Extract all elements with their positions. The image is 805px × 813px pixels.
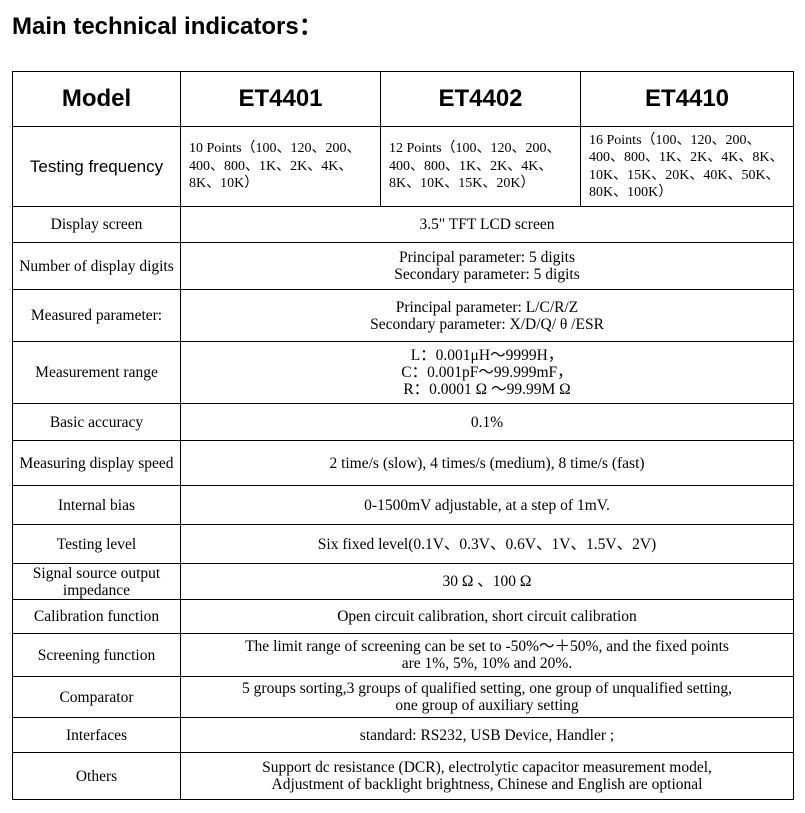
spec-value-line: Support dc resistance (DCR), electrolyti…	[262, 759, 712, 776]
spec-label: Number of display digits	[12, 242, 181, 290]
spec-row: Signal source output impedance 30 Ω 、100 …	[12, 563, 794, 600]
header-row: Model ET4401 ET4402 ET4410	[12, 71, 794, 127]
spec-label: Others	[12, 752, 181, 800]
spec-value: Open circuit calibration, short circuit …	[180, 599, 794, 634]
spec-label: Display screen	[12, 206, 181, 243]
spec-label: Testing level	[12, 524, 181, 564]
spec-value-line: 3.5" TFT LCD screen	[419, 216, 555, 233]
spec-label: Signal source output impedance	[12, 563, 181, 600]
spec-value-line: L：0.001μH～9999H，	[410, 347, 564, 364]
spec-value-line: C：0.001pF～99.999mF，	[401, 364, 573, 381]
spec-table: Model ET4401 ET4402 ET4410 Testing frequ…	[12, 71, 794, 800]
spec-value: 30 Ω 、100 Ω	[180, 563, 794, 600]
spec-value: 2 time/s (slow), 4 times/s (medium), 8 t…	[180, 440, 794, 486]
spec-value-line: 2 time/s (slow), 4 times/s (medium), 8 t…	[329, 454, 645, 472]
spec-value: Six fixed level(0.1V、0.3V、0.6V、1V、1.5V、2…	[180, 524, 794, 564]
spec-value-line: Adjustment of backlight brightness, Chin…	[271, 776, 703, 793]
spec-row: Interfaces standard: RS232, USB Device, H…	[12, 717, 794, 753]
spec-value-line: are 1%, 5%, 10% and 20%.	[401, 655, 573, 672]
spec-row: Measuring display speed 2 time/s (slow), …	[12, 440, 794, 486]
spec-label: Internal bias	[12, 485, 181, 525]
spec-value: 3.5" TFT LCD screen	[180, 206, 794, 243]
frequency-label: Testing frequency	[12, 126, 181, 207]
page-title: Main technical indicators：	[12, 13, 323, 40]
spec-value: The limit range of screening can be set …	[180, 633, 794, 677]
spec-row: Others Support dc resistance (DCR), elect…	[12, 752, 794, 800]
spec-label: Interfaces	[12, 717, 181, 753]
model-et4402: ET4402	[380, 71, 581, 127]
spec-label: Calibration function	[12, 599, 181, 634]
spec-value: Principal parameter: 5 digits Secondary p…	[180, 242, 794, 290]
spec-label: Measuring display speed	[12, 440, 181, 486]
frequency-row: Testing frequency 10 Points（100、120、200、…	[12, 126, 794, 207]
model-et4410: ET4410	[580, 71, 794, 127]
spec-value: standard: RS232, USB Device, Handler ;	[180, 717, 794, 753]
spec-row: Screening function The limit range of scr…	[12, 633, 794, 677]
spec-row: Measured parameter: Principal parameter: …	[12, 289, 794, 342]
spec-value-line: Secondary parameter: X/D/Q/ θ /ESR	[370, 315, 604, 333]
spec-value: 5 groups sorting,3 groups of qualified s…	[180, 676, 794, 718]
spec-value: 0.1%	[180, 403, 794, 441]
spec-value: Principal parameter: L/C/R/Z Secondary pa…	[180, 289, 794, 342]
frequency-et4402: 12 Points（100、120、200、400、800、1K、2K、4K、8…	[380, 126, 581, 207]
spec-value-line: one group of auxiliary setting	[395, 697, 579, 714]
spec-value: Support dc resistance (DCR), electrolyti…	[180, 752, 794, 800]
model-et4401: ET4401	[180, 71, 381, 127]
spec-row: Comparator 5 groups sorting,3 groups of q…	[12, 676, 794, 718]
spec-value-line: Principal parameter: L/C/R/Z	[395, 298, 579, 316]
frequency-et4410: 16 Points（100、120、200、400、800、1K、2K、4K、8…	[580, 126, 794, 207]
spec-row: Internal bias 0-1500mV adjustable, at a s…	[12, 485, 794, 525]
spec-value-line: 0-1500mV adjustable, at a step of 1mV.	[364, 496, 610, 514]
spec-value-line: Six fixed level(0.1V、0.3V、0.6V、1V、1.5V、2…	[317, 535, 657, 553]
spec-value-line: Secondary parameter: 5 digits	[394, 266, 580, 283]
frequency-et4401: 10 Points（100、120、200、400、800、1K、2K、4K、8…	[180, 126, 381, 207]
spec-label: Comparator	[12, 676, 181, 718]
spec-row: Calibration function Open circuit calibra…	[12, 599, 794, 634]
spec-row: Number of display digits Principal parame…	[12, 242, 794, 290]
spec-value-line: The limit range of screening can be set …	[245, 638, 729, 655]
spec-value-line: Principal parameter: 5 digits	[398, 249, 576, 266]
model-header: Model	[12, 71, 181, 127]
spec-value-line: 30 Ω 、100 Ω	[442, 573, 532, 590]
spec-label: Screening function	[12, 633, 181, 677]
spec-value: 0-1500mV adjustable, at a step of 1mV.	[180, 485, 794, 525]
spec-value-line: standard: RS232, USB Device, Handler ;	[359, 726, 615, 744]
spec-row: Measurement range L：0.001μH～9999H， C：0.001…	[12, 341, 794, 404]
spec-value-line: 0.1%	[470, 413, 504, 431]
spec-label: Measurement range	[12, 341, 181, 404]
spec-label: Measured parameter:	[12, 289, 181, 342]
spec-row: Display screen 3.5" TFT LCD screen	[12, 206, 794, 243]
spec-row: Testing level Six fixed level(0.1V、0.3V、0…	[12, 524, 794, 564]
spec-label: Basic accuracy	[12, 403, 181, 441]
spec-value-line: 5 groups sorting,3 groups of qualified s…	[242, 680, 732, 697]
spec-value: L：0.001μH～9999H， C：0.001pF～99.999mF， R：0.0…	[180, 341, 794, 404]
spec-value-line: Open circuit calibration, short circuit …	[337, 608, 637, 625]
spec-row: Basic accuracy 0.1%	[12, 403, 794, 441]
spec-value-line: R：0.0001 Ω ～99.99M Ω	[403, 381, 571, 398]
